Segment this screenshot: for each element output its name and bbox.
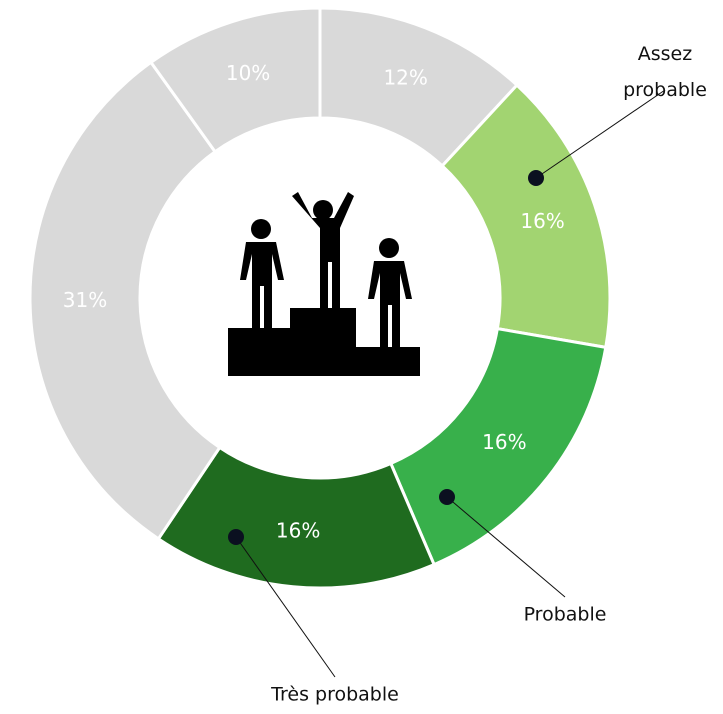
value-label: 10% (226, 61, 270, 85)
category-label: Assez probable (623, 43, 707, 101)
podium-icon (228, 192, 420, 376)
donut-segment (148, 6, 322, 154)
leader-dot (228, 529, 244, 545)
value-label: 16% (482, 430, 526, 454)
donut-segment (28, 60, 222, 541)
value-label: 16% (520, 209, 564, 233)
category-label: Probable (524, 604, 607, 626)
leader-line (235, 536, 336, 678)
leader-line (446, 496, 566, 598)
value-label: 31% (63, 288, 107, 312)
category-label: Très probable (270, 684, 399, 706)
leader-dot (528, 170, 544, 186)
value-label: 12% (383, 66, 427, 90)
leader-line (535, 89, 666, 179)
value-label: 16% (276, 518, 320, 542)
leader-dot (439, 489, 455, 505)
